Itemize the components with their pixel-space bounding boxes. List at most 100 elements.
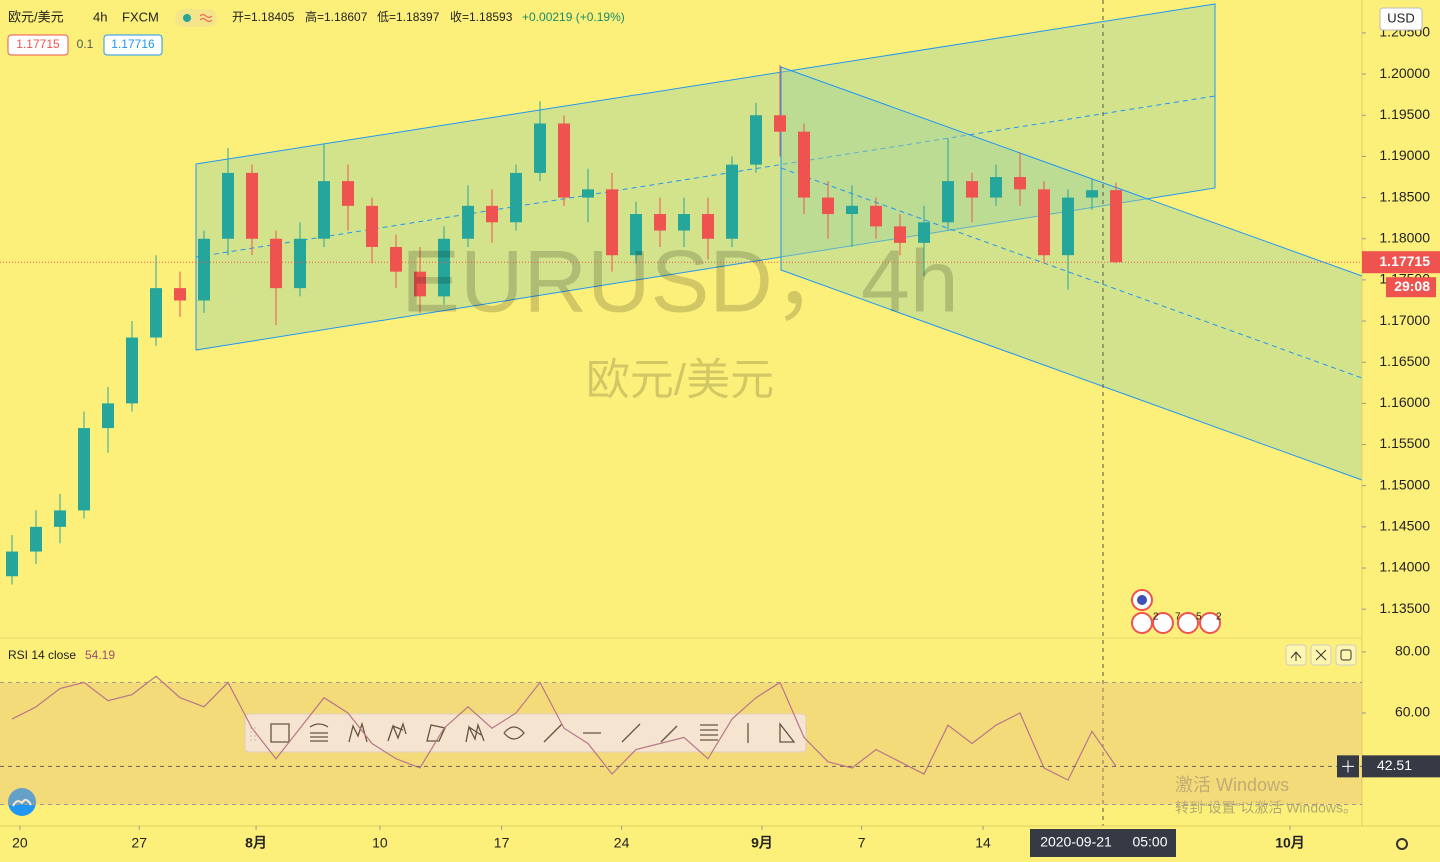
crosshair-time: 05:00 <box>1132 834 1167 850</box>
candle-body <box>270 238 282 289</box>
ohlc-low: 低=1.18397 <box>377 10 440 24</box>
y-tick-label: 1.18000 <box>1379 229 1430 245</box>
tool-icon <box>309 723 329 742</box>
tool-icon <box>503 726 525 740</box>
countdown: 29:08 <box>1394 278 1430 294</box>
buy-button[interactable] <box>103 34 163 56</box>
y-tick-label: 1.16000 <box>1379 394 1430 410</box>
watermark-ticker: EURUSD，4h <box>401 231 958 330</box>
delay-icon <box>199 14 213 22</box>
candle-body <box>558 123 570 198</box>
x-tick-label: 10 <box>372 835 388 851</box>
candle-body <box>798 131 810 198</box>
candle-body <box>198 238 210 301</box>
last-price-badge <box>1362 251 1440 274</box>
tool-icon <box>660 725 678 743</box>
icon <box>1315 649 1327 661</box>
rsi-last-label: 42.51 <box>1377 757 1412 773</box>
y-tick-label: 1.20000 <box>1379 65 1430 81</box>
event-count: 7 <box>1175 612 1181 623</box>
candle-body <box>1014 176 1026 190</box>
rsi-band <box>0 682 1362 805</box>
candle-body <box>894 226 906 243</box>
tool-icon <box>387 721 407 742</box>
channel-midline <box>780 167 1363 379</box>
rsi-tick-label: 60.00 <box>1395 704 1430 720</box>
settings-button[interactable] <box>1396 838 1408 850</box>
x-tick-label: 8月 <box>245 835 267 851</box>
icon <box>1342 760 1354 773</box>
candle-body <box>222 172 234 239</box>
market-open-dot <box>183 14 191 22</box>
icon <box>1340 649 1352 661</box>
event-icon[interactable] <box>1199 612 1221 634</box>
candle-body <box>990 176 1002 198</box>
x-tick-label: 14 <box>975 835 991 851</box>
watermark-name: 欧元/美元 <box>586 356 774 405</box>
candle-body <box>630 214 642 256</box>
candle-body <box>774 115 786 132</box>
candle-body <box>822 197 834 215</box>
buy-price: 1.17716 <box>111 37 155 51</box>
pane-buttons <box>1285 644 1357 666</box>
tool-icon <box>543 723 563 743</box>
candle-body <box>366 205 378 247</box>
candle-body <box>462 205 474 239</box>
event-icon[interactable] <box>1131 612 1153 634</box>
activation-title: 激活 Windows <box>1175 775 1289 795</box>
y-tick-label: 1.13500 <box>1379 600 1430 616</box>
candle-body <box>318 181 330 239</box>
candle-body <box>294 238 306 289</box>
event-icon[interactable] <box>1177 612 1199 634</box>
icon <box>1290 651 1302 661</box>
sell-price: 1.17715 <box>16 37 60 51</box>
y-tick-label: 1.14500 <box>1379 518 1430 534</box>
spread: 0.1 <box>77 37 94 51</box>
rsi-last-badge <box>1362 755 1440 778</box>
event-count: 5 <box>1196 612 1202 623</box>
sell-button[interactable] <box>7 34 69 56</box>
y-tick-label: 1.17000 <box>1379 312 1430 328</box>
event-icon[interactable] <box>1152 612 1174 634</box>
event-count: 2 <box>1153 612 1159 623</box>
currency-badge <box>1379 7 1423 31</box>
status-pill[interactable] <box>175 9 217 27</box>
x-tick-label: 17 <box>494 835 510 851</box>
candle-body <box>486 205 498 223</box>
candle-body <box>390 246 402 272</box>
tool-icon <box>700 724 718 741</box>
y-tick-label: 1.18500 <box>1379 188 1430 204</box>
candle-body <box>702 214 714 239</box>
y-tick-label: 1.15500 <box>1379 435 1430 451</box>
ohlc-high: 高=1.18607 <box>305 9 368 24</box>
candle-body <box>654 214 666 231</box>
candle-body <box>1062 197 1074 256</box>
candle-body <box>534 123 546 173</box>
candle-body <box>918 222 930 243</box>
tool-icon <box>779 722 796 743</box>
candle-body <box>726 164 738 239</box>
rsi-line <box>11 675 1117 781</box>
candle-body <box>150 288 162 338</box>
ohlc-open: 开=1.18405 <box>232 10 295 24</box>
candle-body <box>1086 190 1098 198</box>
y-tick-label: 1.19500 <box>1379 106 1430 122</box>
maximize-button[interactable] <box>1335 644 1357 666</box>
candle-body <box>1038 189 1050 256</box>
candle-body <box>342 181 354 206</box>
candle-body <box>582 189 594 198</box>
channel-midline <box>195 95 1216 258</box>
exchange: FXCM <box>122 9 159 24</box>
currency: USD <box>1387 10 1414 25</box>
last-price-label: 1.17715 <box>1379 253 1430 269</box>
events: 2 7 5 2 <box>1131 589 1222 634</box>
candle-body <box>1110 190 1122 263</box>
y-tick-label: 1.19000 <box>1379 147 1430 163</box>
symbol: 欧元/美元 <box>8 9 64 24</box>
x-tick-label: 7 <box>858 835 866 851</box>
rsi-value: 54.19 <box>85 648 115 662</box>
candle-body <box>78 428 90 511</box>
x-tick-label: 24 <box>614 835 630 851</box>
